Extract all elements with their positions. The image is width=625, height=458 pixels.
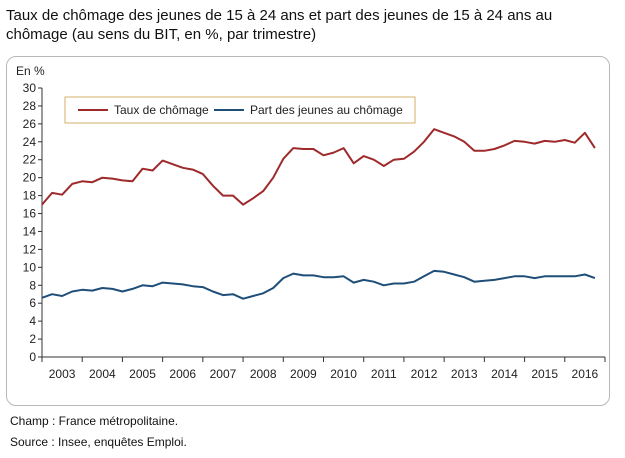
y-tick-label: 28 (23, 99, 37, 113)
x-tick-label: 2003 (49, 367, 76, 381)
y-tick-label: 12 (23, 242, 37, 256)
x-tick-label: 2011 (371, 367, 397, 381)
y-tick-label: 2 (29, 332, 36, 346)
series-layer (41, 128, 596, 300)
y-tick-label: 24 (23, 135, 37, 149)
y-tick-label: 0 (29, 350, 36, 364)
y-axis-unit-label: En % (16, 64, 45, 78)
x-axis: 2003 2004 2005 2006 2007 2008 2009 2010 2011 2012… (41, 356, 606, 381)
y-tick-label: 10 (23, 260, 37, 274)
x-tick-label: 2013 (451, 367, 478, 381)
y-tick-label: 30 (23, 81, 37, 95)
x-tick-label: 2008 (250, 367, 277, 381)
x-tick-label: 2007 (210, 367, 237, 381)
y-tick-label: 22 (23, 153, 37, 167)
y-tick-label: 26 (23, 117, 37, 131)
series-line-0 (41, 128, 596, 206)
legend: Taux de chômage Part des jeunes au chôma… (64, 96, 416, 124)
y-tick-label: 14 (23, 224, 37, 238)
y-tick-label: 20 (23, 171, 37, 185)
x-tick-label: 2009 (290, 367, 317, 381)
x-tick-label: 2015 (531, 367, 558, 381)
scope-note: Champ : France métropolitaine. (10, 414, 179, 428)
x-tick-label: 2010 (330, 367, 357, 381)
x-tick-label: 2005 (129, 367, 156, 381)
x-tick-label: 2012 (411, 367, 438, 381)
y-tick-label: 6 (29, 296, 36, 310)
x-tick-label: 2004 (89, 367, 116, 381)
legend-label-taux-de-chomage: Taux de chômage (114, 103, 209, 117)
y-tick-label: 18 (23, 189, 37, 203)
y-tick-label: 8 (29, 278, 36, 292)
y-tick-label: 4 (29, 314, 36, 328)
source-note: Source : Insee, enquêtes Emploi. (10, 435, 187, 449)
chart-title: Taux de chômage des jeunes de 15 à 24 an… (6, 7, 553, 43)
legend-label-part-des-jeunes: Part des jeunes au chômage (250, 103, 403, 117)
x-tick-label: 2016 (572, 367, 599, 381)
x-tick-label: 2006 (169, 367, 196, 381)
x-tick-label: 2014 (491, 367, 518, 381)
series-line-1 (41, 269, 596, 300)
y-tick-label: 16 (23, 207, 37, 221)
